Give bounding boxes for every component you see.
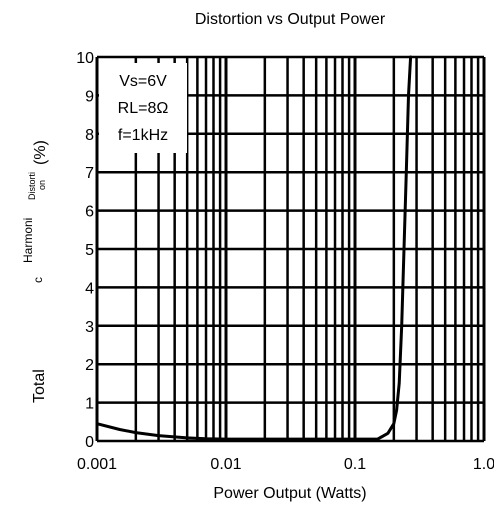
annotation-box: Vs=6V RL=8Ω f=1kHz bbox=[99, 63, 187, 153]
annotation-background bbox=[99, 63, 187, 153]
y-tick-label: 4 bbox=[85, 280, 94, 297]
tick-labels: 0 1 2 3 4 5 6 7 8 9 10 0.001 0.01 0.1 1.0 bbox=[76, 50, 494, 473]
y-tick-label: 2 bbox=[85, 357, 94, 374]
x-axis-label: Power Output (Watts) bbox=[213, 485, 366, 502]
y-tick-label: 7 bbox=[85, 165, 94, 182]
y-tick-label: 10 bbox=[76, 50, 94, 67]
y-tick-label: 1 bbox=[85, 396, 94, 413]
y-tick-label: 9 bbox=[85, 88, 94, 105]
annotation-vs: Vs=6V bbox=[119, 73, 167, 90]
y-tick-label: 0 bbox=[85, 434, 94, 451]
grid bbox=[95, 55, 486, 443]
chart-title: Distortion vs Output Power bbox=[195, 11, 386, 28]
y-axis-label-harmonic-2: c bbox=[31, 277, 45, 283]
x-tick-label: 0.1 bbox=[344, 456, 366, 473]
series-group bbox=[95, 55, 413, 441]
annotation-freq: f=1kHz bbox=[118, 127, 168, 144]
y-tick-label: 3 bbox=[85, 319, 94, 336]
annotation-rl: RL=8Ω bbox=[118, 100, 169, 117]
x-tick-label: 1.0 bbox=[473, 456, 494, 473]
x-tick-label: 0.01 bbox=[210, 456, 241, 473]
y-axis-label-distortion-1: Distorti bbox=[27, 172, 37, 200]
y-tick-label: 5 bbox=[85, 242, 94, 259]
y-axis-label-percent: (%) bbox=[32, 140, 49, 165]
y-axis-label-distortion-2: on bbox=[37, 180, 47, 190]
x-tick-label: 0.001 bbox=[77, 456, 117, 473]
series-line bbox=[95, 55, 413, 441]
y-tick-label: 6 bbox=[85, 204, 94, 221]
y-axis-label-total: Total bbox=[31, 369, 48, 403]
y-tick-label: 8 bbox=[85, 127, 94, 144]
y-axis-label-harmonic-1: Harmoni bbox=[21, 218, 35, 263]
